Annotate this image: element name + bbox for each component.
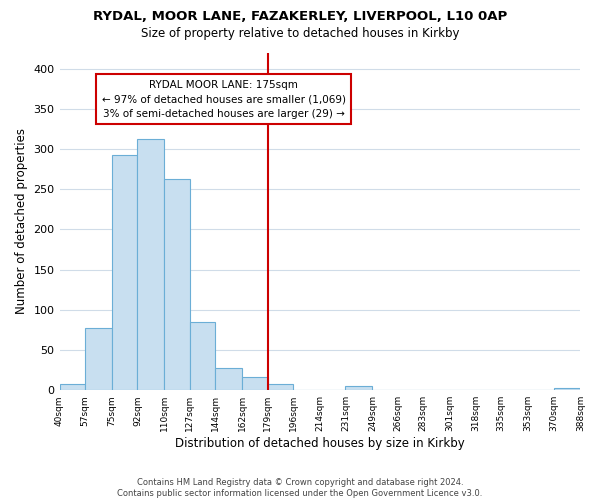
Bar bbox=[215, 368, 242, 390]
Bar bbox=[112, 154, 137, 390]
Text: Contains HM Land Registry data © Crown copyright and database right 2024.
Contai: Contains HM Land Registry data © Crown c… bbox=[118, 478, 482, 498]
Bar bbox=[346, 386, 373, 390]
Bar bbox=[190, 322, 215, 390]
Bar bbox=[164, 178, 190, 390]
Bar bbox=[85, 328, 112, 390]
Y-axis label: Number of detached properties: Number of detached properties bbox=[15, 128, 28, 314]
Text: RYDAL, MOOR LANE, FAZAKERLEY, LIVERPOOL, L10 0AP: RYDAL, MOOR LANE, FAZAKERLEY, LIVERPOOL,… bbox=[93, 10, 507, 23]
Text: Size of property relative to detached houses in Kirkby: Size of property relative to detached ho… bbox=[141, 28, 459, 40]
X-axis label: Distribution of detached houses by size in Kirkby: Distribution of detached houses by size … bbox=[175, 437, 465, 450]
Bar bbox=[554, 388, 580, 390]
Text: RYDAL MOOR LANE: 175sqm
← 97% of detached houses are smaller (1,069)
3% of semi-: RYDAL MOOR LANE: 175sqm ← 97% of detache… bbox=[101, 80, 346, 119]
Bar bbox=[268, 384, 293, 390]
Bar bbox=[242, 378, 268, 390]
Bar bbox=[137, 140, 164, 390]
Bar bbox=[59, 384, 85, 390]
